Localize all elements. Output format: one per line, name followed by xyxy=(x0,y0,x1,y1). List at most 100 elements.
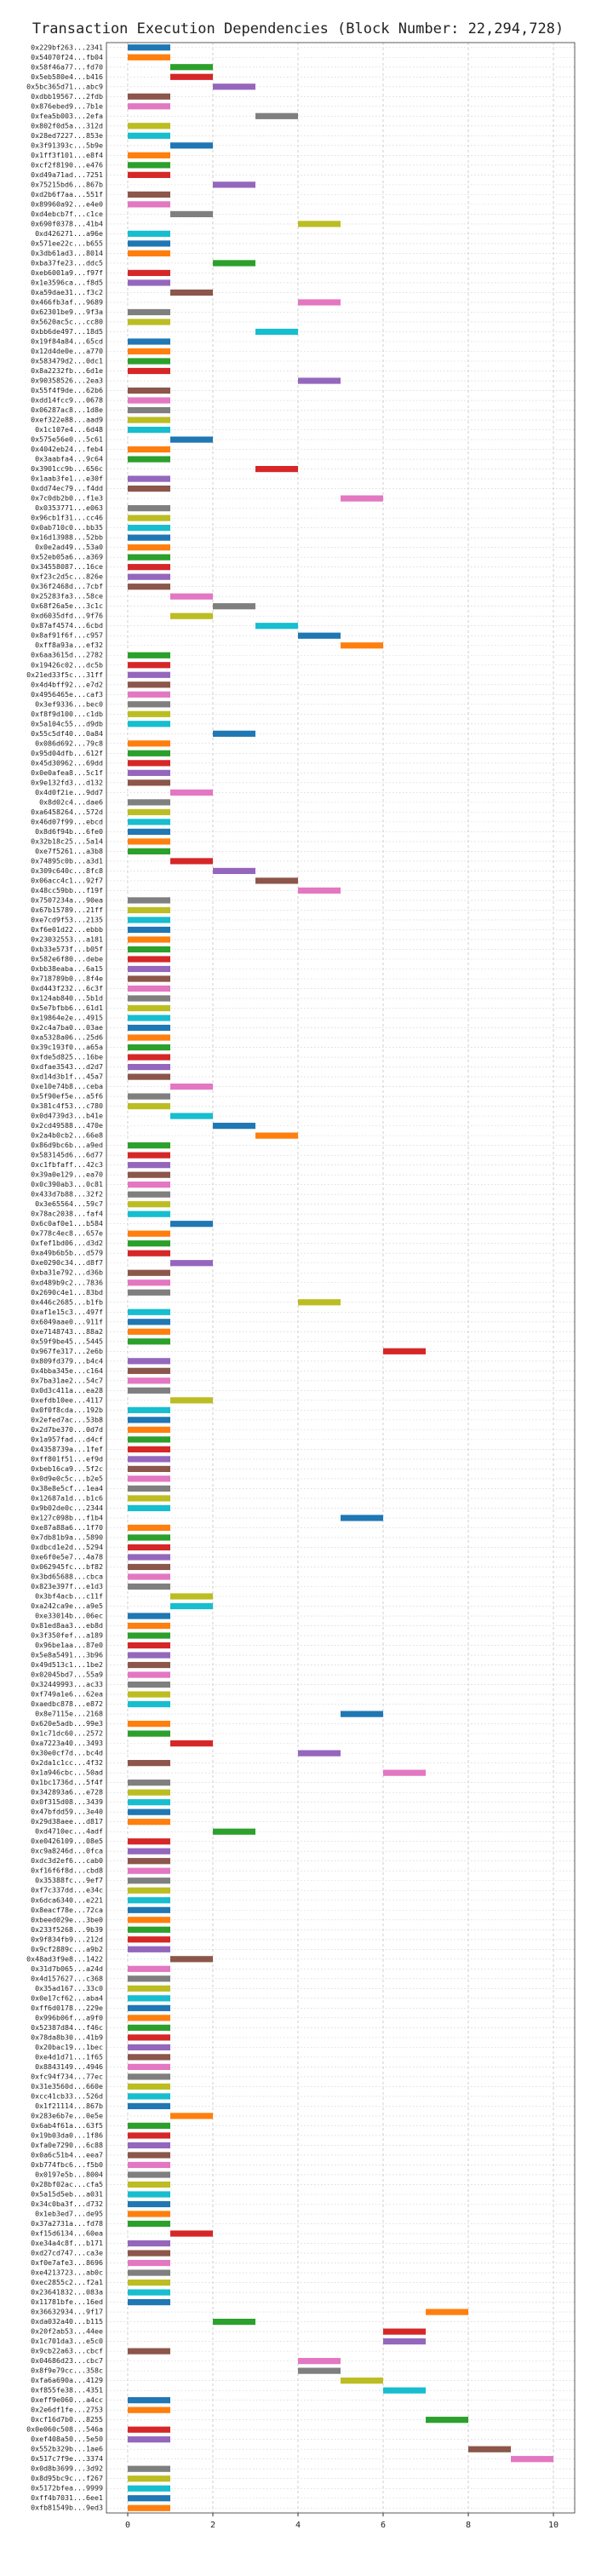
y-tick-label: 0x74895c0b...a3d1 xyxy=(31,856,103,865)
y-tick-label: 0x19b03da0...1f86 xyxy=(31,2130,103,2139)
y-tick-label: 0x35ad167...33c0 xyxy=(35,1984,103,1992)
bar xyxy=(128,1250,170,1256)
y-tick-label: 0x2cd49588...470e xyxy=(31,1121,103,1130)
bar xyxy=(170,1740,213,1747)
y-tick-label: 0xf15d6134...60ea xyxy=(31,2229,103,2238)
y-tick-label: 0xfea5b003...2efa xyxy=(31,112,103,120)
y-tick-label: 0x31d7b065...a24d xyxy=(31,1964,103,1973)
y-tick-label: 0x5620ac5c...cc80 xyxy=(31,317,103,325)
y-tick-label: 0x5eb580e4...b416 xyxy=(31,72,103,81)
bar xyxy=(128,2191,170,2198)
y-tick-label: 0xcf16d7b0...8255 xyxy=(31,2415,103,2424)
bar xyxy=(128,2024,170,2031)
bar xyxy=(170,1221,213,1228)
y-tick-label: 0x47bfdd59...3e40 xyxy=(31,1808,103,1816)
y-tick-label: 0x2e6df1fe...2753 xyxy=(31,2406,103,2414)
bar xyxy=(128,554,170,561)
y-tick-label: 0x086d692...79c8 xyxy=(35,739,103,747)
bar xyxy=(128,2073,170,2080)
bar xyxy=(128,2220,170,2228)
y-tick-label: 0xd6035dfd...9f76 xyxy=(31,612,103,620)
y-tick-label: 0x81ed8aa3...eb8d xyxy=(31,1621,103,1630)
y-tick-label: 0xdd74ec79...f4dd xyxy=(31,484,103,492)
y-tick-label: 0xb774fbc6...f5b0 xyxy=(31,2160,103,2169)
y-tick-label: 0x39a0e129...ea70 xyxy=(31,1170,103,1179)
bar xyxy=(128,584,170,590)
y-tick-label: 0x552b329b...1ae6 xyxy=(31,2445,103,2453)
bar xyxy=(128,2436,170,2443)
bar xyxy=(128,926,170,934)
y-tick-label: 0x583145d6...6d77 xyxy=(31,1151,103,1159)
y-tick-label: 0xe6f0e5e7...4a78 xyxy=(31,1552,103,1561)
y-tick-label: 0x19f84a84...65cd xyxy=(31,336,103,345)
bar xyxy=(128,956,170,963)
bar xyxy=(383,1769,426,1776)
bar xyxy=(128,544,170,551)
bar xyxy=(128,2054,170,2061)
bar xyxy=(213,260,255,267)
bar xyxy=(128,1485,170,1492)
bar xyxy=(128,2406,170,2413)
bar xyxy=(170,64,213,71)
bar xyxy=(128,406,170,414)
y-tick-label: 0x52387d84...f46c xyxy=(31,2023,103,2032)
y-tick-label: 0x0d8b3699...3d92 xyxy=(31,2464,103,2473)
bar xyxy=(170,210,213,217)
bar xyxy=(128,1308,170,1315)
bar xyxy=(128,2259,170,2267)
y-tick-label: 0xf7c337dd...e34c xyxy=(31,1886,103,1895)
bar xyxy=(128,338,170,345)
bar xyxy=(213,603,255,610)
y-tick-label: 0x9cb22a63...cbcf xyxy=(31,2347,103,2355)
y-tick-label: 0xff8a93a...ef32 xyxy=(35,641,103,649)
y-tick-label: 0xff801f51...ef9d xyxy=(31,1454,103,1463)
y-tick-label: 0x8eacf78e...72ca xyxy=(31,1906,103,1914)
y-tick-label: 0x8d6f94b...6fe0 xyxy=(35,827,103,836)
y-tick-label: 0x28ed7227...853e xyxy=(31,131,103,140)
bar xyxy=(128,691,170,698)
x-tick-label: 4 xyxy=(295,2521,301,2530)
bar xyxy=(128,1358,170,1365)
bar xyxy=(128,103,170,110)
x-tick-label: 10 xyxy=(548,2521,559,2530)
y-tick-label: 0x2a4b0cb2...66e8 xyxy=(31,1131,103,1140)
y-tick-label: 0x32449993...ac33 xyxy=(31,1680,103,1688)
bar xyxy=(128,1867,170,1874)
y-tick-label: 0x381c4f53...c780 xyxy=(31,1101,103,1110)
y-tick-label: 0xe4d1d71...1f65 xyxy=(35,2052,103,2061)
y-tick-label: 0xa242ca9e...a9e5 xyxy=(31,1601,103,1610)
x-tick-label: 8 xyxy=(466,2521,471,2530)
bar xyxy=(128,1456,170,1463)
y-tick-label: 0x19426c02...dc5b xyxy=(31,660,103,669)
y-tick-label: 0x2d7be370...0d7d xyxy=(31,1425,103,1434)
y-tick-label: 0xeff9e060...a4cc xyxy=(31,2395,103,2404)
bar xyxy=(128,1622,170,1630)
bar xyxy=(511,2456,553,2463)
y-tick-label: 0xfb81549b...9ed3 xyxy=(31,2504,103,2512)
bar xyxy=(128,1642,170,1649)
bar xyxy=(128,1152,170,1159)
bar xyxy=(128,1524,170,1532)
y-tick-label: 0xd27cd747...ca3e xyxy=(31,2249,103,2257)
y-tick-label: 0x5a15d5eb...a031 xyxy=(31,2189,103,2198)
y-tick-label: 0x5f90ef5e...a5f6 xyxy=(31,1092,103,1101)
bar xyxy=(128,387,170,394)
bar xyxy=(128,1691,170,1698)
y-tick-label: 0x36f2468d...7cbf xyxy=(31,582,103,590)
y-tick-label: 0x16d13988...52bb xyxy=(31,533,103,542)
y-tick-label: 0x229bf263...2341 xyxy=(31,43,103,51)
y-tick-label: 0x06287ac8...1d8e xyxy=(31,405,103,414)
bar xyxy=(298,2358,341,2365)
y-tick-label: 0x06acc4c1...92f7 xyxy=(31,876,103,884)
y-tick-label: 0x39c193f0...a65a xyxy=(31,1043,103,1051)
y-tick-label: 0x3f91393c...5b9e xyxy=(31,141,103,149)
bar xyxy=(128,1504,170,1512)
y-tick-label: 0xe4213723...ab0c xyxy=(31,2268,103,2277)
bar xyxy=(128,1191,170,1198)
y-tick-label: 0xf8f9d100...c1db xyxy=(31,710,103,718)
bar xyxy=(128,750,170,756)
y-tick-label: 0x78ac2038...faf4 xyxy=(31,1210,103,1218)
y-tick-label: 0x283e6b7e...0e5e xyxy=(31,2111,103,2119)
y-tick-label: 0x571ee22c...b655 xyxy=(31,239,103,247)
y-tick-label: 0xf23c2d5c...826e xyxy=(31,572,103,581)
